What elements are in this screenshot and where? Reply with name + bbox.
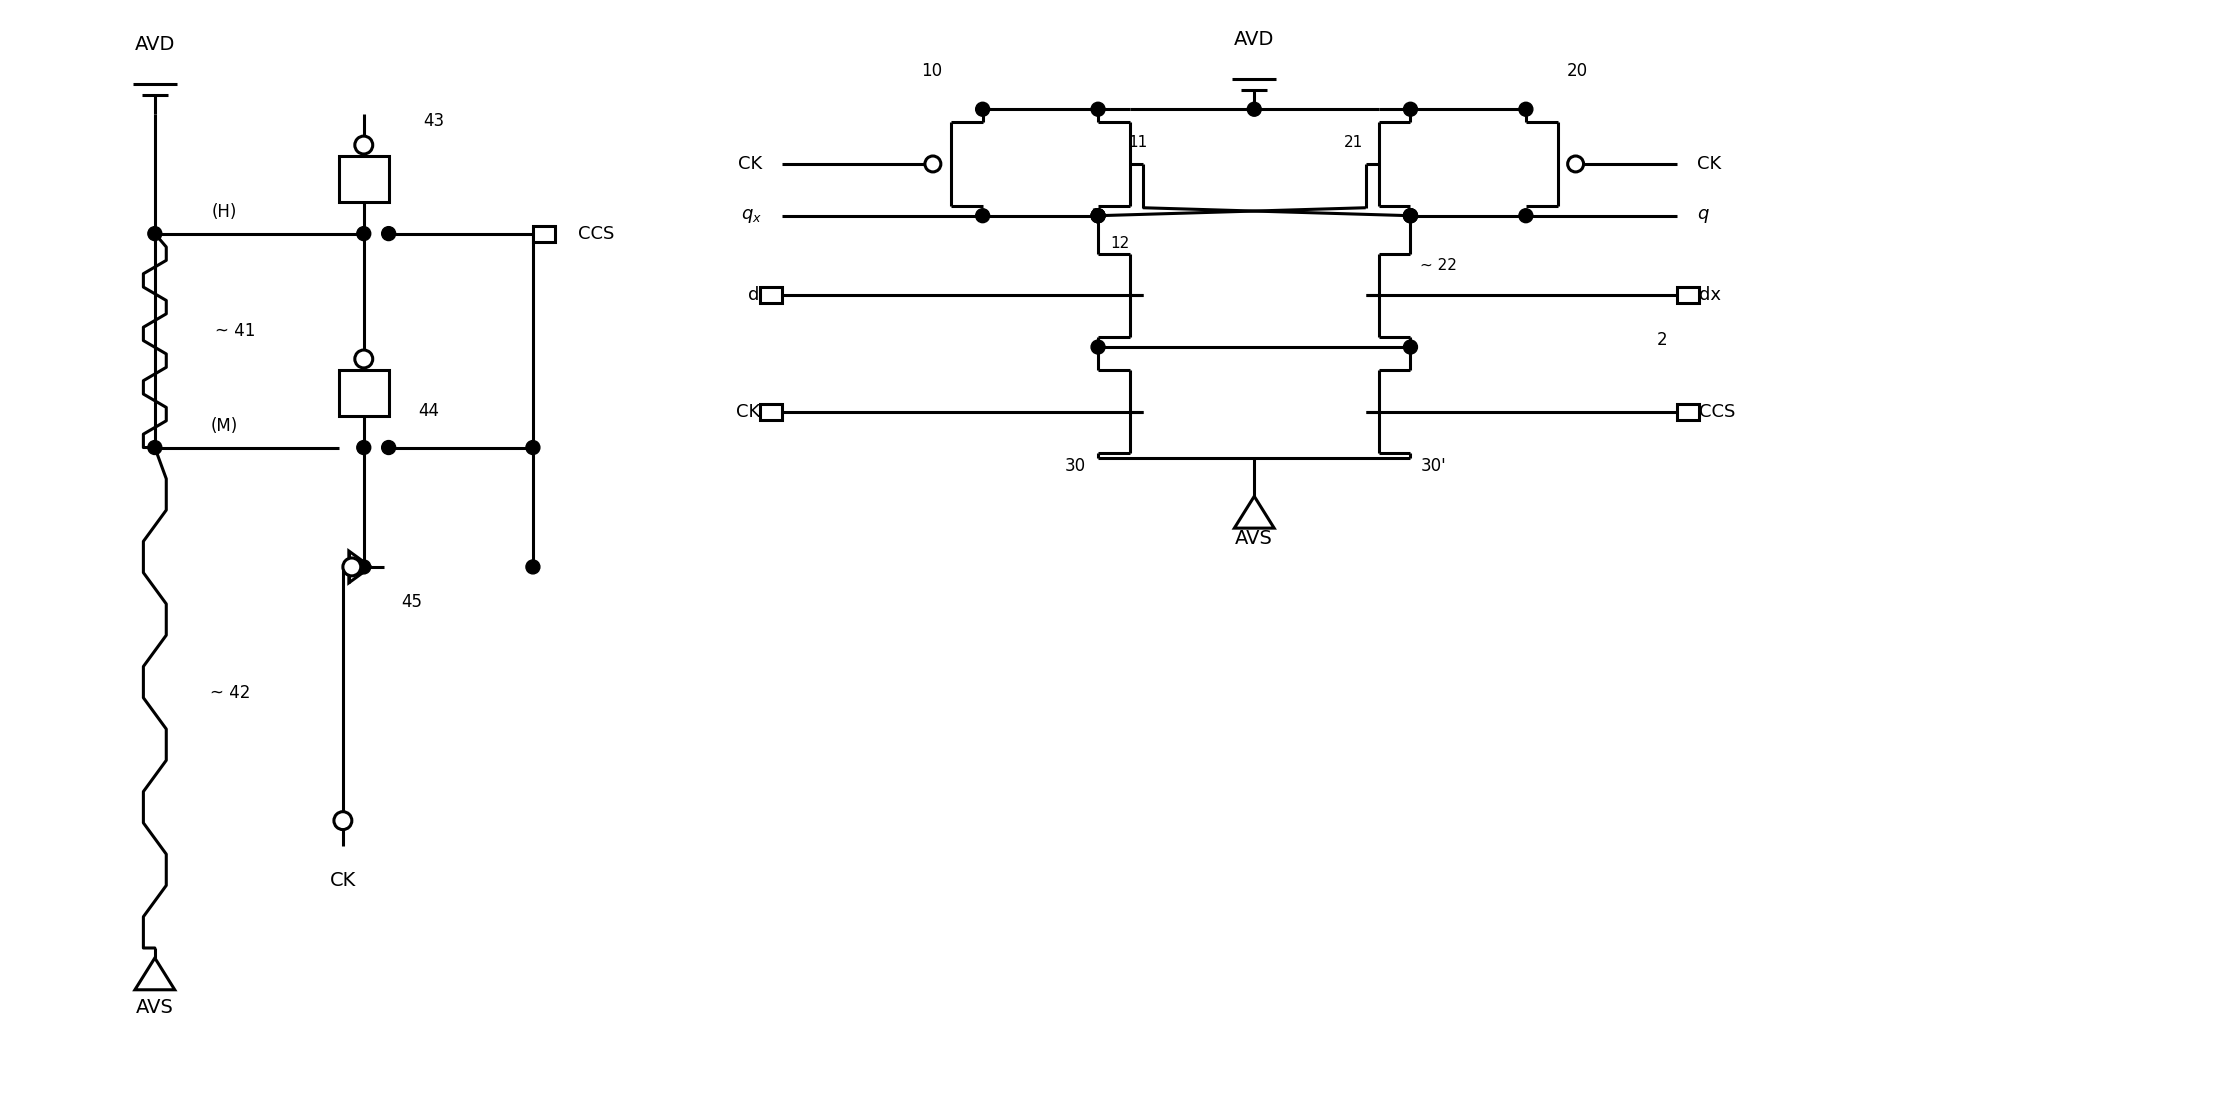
- Circle shape: [1403, 341, 1418, 354]
- Bar: [1678, 403, 1700, 420]
- Text: 43: 43: [423, 112, 445, 130]
- Circle shape: [1403, 208, 1418, 223]
- Text: CK: CK: [1697, 155, 1722, 173]
- Circle shape: [148, 227, 162, 240]
- Circle shape: [975, 102, 991, 116]
- Circle shape: [1090, 208, 1106, 223]
- Text: d: d: [749, 287, 760, 304]
- Circle shape: [975, 208, 991, 223]
- Text: 2: 2: [1658, 331, 1669, 349]
- Circle shape: [381, 227, 397, 240]
- Circle shape: [1518, 208, 1533, 223]
- Circle shape: [355, 350, 372, 368]
- Text: 10: 10: [922, 63, 942, 80]
- Circle shape: [357, 560, 370, 574]
- Text: AVS: AVS: [135, 998, 173, 1017]
- Text: 30': 30': [1420, 457, 1447, 475]
- Text: 20: 20: [1567, 63, 1587, 80]
- Text: 11: 11: [1128, 134, 1148, 150]
- Circle shape: [1090, 341, 1106, 354]
- Circle shape: [1090, 102, 1106, 116]
- Text: ~ 42: ~ 42: [211, 683, 250, 702]
- Circle shape: [1248, 102, 1261, 116]
- Circle shape: [1567, 156, 1584, 172]
- Circle shape: [525, 560, 541, 574]
- Text: 44: 44: [419, 402, 439, 420]
- Circle shape: [1403, 208, 1418, 223]
- Text: 30: 30: [1064, 457, 1086, 475]
- Text: $q$: $q$: [1697, 207, 1711, 225]
- Text: CCS: CCS: [1700, 402, 1735, 421]
- Circle shape: [148, 441, 162, 454]
- Circle shape: [1518, 102, 1533, 116]
- Text: (M): (M): [211, 417, 237, 434]
- Circle shape: [1403, 208, 1418, 223]
- Bar: [760, 288, 782, 303]
- Circle shape: [357, 441, 370, 454]
- Text: $q_x$: $q_x$: [740, 207, 762, 225]
- Text: 45: 45: [401, 593, 423, 611]
- Bar: [339, 370, 388, 415]
- Bar: [339, 156, 388, 202]
- Circle shape: [355, 137, 372, 154]
- Text: (H): (H): [213, 203, 237, 220]
- Circle shape: [381, 441, 397, 454]
- Text: ~ 22: ~ 22: [1420, 258, 1458, 273]
- Text: CCS: CCS: [578, 225, 614, 242]
- Bar: [760, 403, 782, 420]
- Text: AVD: AVD: [135, 35, 175, 54]
- Text: 12: 12: [1110, 236, 1130, 251]
- Circle shape: [1403, 102, 1418, 116]
- Text: CK: CK: [330, 871, 357, 889]
- Circle shape: [924, 156, 942, 172]
- Text: ~ 41: ~ 41: [215, 322, 255, 339]
- Bar: [532, 226, 554, 241]
- Text: CK: CK: [738, 155, 762, 173]
- Circle shape: [525, 441, 541, 454]
- Text: AVS: AVS: [1234, 529, 1274, 548]
- Circle shape: [335, 812, 352, 830]
- Circle shape: [357, 227, 370, 240]
- Text: dx: dx: [1700, 287, 1722, 304]
- Circle shape: [343, 558, 361, 576]
- Text: 1: 1: [1090, 207, 1101, 225]
- Circle shape: [1090, 208, 1106, 223]
- Text: 21: 21: [1345, 134, 1363, 150]
- Text: CK: CK: [736, 402, 760, 421]
- Bar: [1678, 288, 1700, 303]
- Circle shape: [1090, 208, 1106, 223]
- Text: AVD: AVD: [1234, 30, 1274, 50]
